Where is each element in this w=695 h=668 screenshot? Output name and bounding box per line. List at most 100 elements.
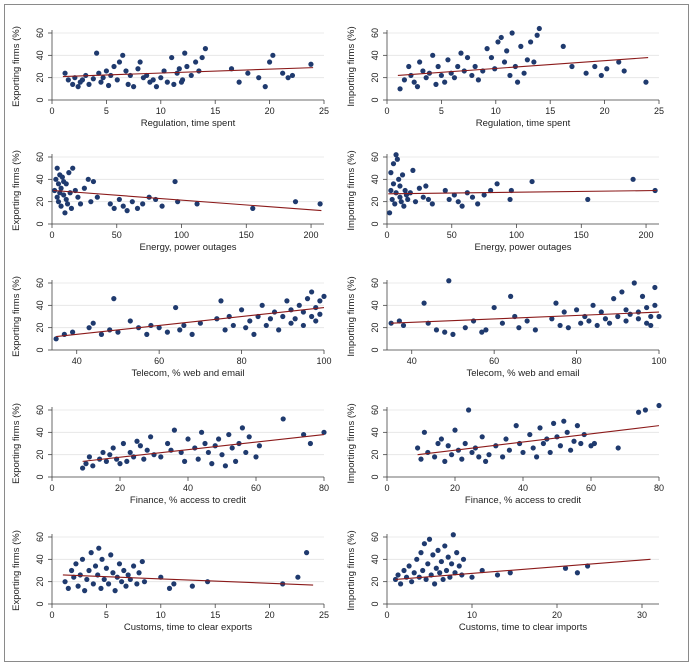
data-point xyxy=(185,436,191,442)
data-point xyxy=(401,77,408,83)
y-axis-title: Exporting firms (%) xyxy=(11,26,22,107)
y-tick-label: 60 xyxy=(370,278,380,288)
data-point xyxy=(144,447,150,453)
data-point xyxy=(65,585,71,591)
data-point xyxy=(469,574,475,580)
data-point xyxy=(236,79,242,85)
data-point xyxy=(58,185,64,191)
y-tick-label: 60 xyxy=(370,532,380,542)
data-point xyxy=(395,572,401,578)
data-point xyxy=(540,440,547,447)
data-point xyxy=(423,183,429,189)
data-point xyxy=(553,300,559,306)
data-point xyxy=(435,63,441,70)
data-point xyxy=(164,79,170,85)
data-point xyxy=(134,581,140,587)
fitted-line xyxy=(62,574,314,586)
data-point xyxy=(85,176,91,182)
data-point xyxy=(96,545,102,551)
data-point xyxy=(300,309,306,315)
data-point xyxy=(433,565,439,571)
data-point xyxy=(81,185,87,191)
data-point xyxy=(229,445,235,451)
data-point xyxy=(416,185,422,191)
data-point xyxy=(425,196,432,203)
data-point xyxy=(405,196,411,203)
data-point xyxy=(451,75,458,81)
y-tick-label: 60 xyxy=(35,152,45,162)
data-point xyxy=(479,434,485,440)
data-point xyxy=(63,181,69,187)
y-axis-title: Exporting firms (%) xyxy=(11,530,22,611)
data-point xyxy=(139,558,145,565)
y-tick-label: 40 xyxy=(35,554,45,564)
data-point xyxy=(590,302,596,308)
data-point xyxy=(449,452,455,458)
x-tick-label: 20 xyxy=(450,483,460,493)
data-point xyxy=(475,201,481,207)
data-point xyxy=(292,316,298,322)
data-point xyxy=(189,583,195,589)
y-tick-label: 0 xyxy=(370,601,380,606)
data-point xyxy=(557,443,564,449)
data-point xyxy=(524,57,530,63)
data-point xyxy=(125,81,131,87)
x-tick-label: 50 xyxy=(447,230,457,240)
data-point xyxy=(251,331,257,337)
data-point xyxy=(529,178,535,185)
data-point xyxy=(446,196,452,203)
y-tick-label: 20 xyxy=(370,323,380,333)
data-point xyxy=(90,581,96,587)
data-point xyxy=(178,449,184,456)
data-point xyxy=(140,201,146,207)
data-point xyxy=(107,327,113,333)
fitted-line xyxy=(391,311,660,324)
data-point xyxy=(583,70,589,76)
data-point xyxy=(652,284,658,291)
data-point xyxy=(528,39,534,45)
x-tick-label: 25 xyxy=(319,610,329,620)
data-point xyxy=(120,203,126,209)
data-point xyxy=(472,63,478,70)
data-point xyxy=(107,452,113,458)
data-point xyxy=(445,554,451,560)
data-point xyxy=(399,172,406,178)
data-point xyxy=(131,563,137,569)
data-point xyxy=(459,203,465,209)
y-tick-label: 60 xyxy=(35,405,45,415)
data-point xyxy=(82,588,88,594)
data-point xyxy=(115,329,121,335)
data-point xyxy=(503,436,509,442)
data-point xyxy=(77,201,84,207)
data-point xyxy=(417,59,423,65)
data-point xyxy=(432,581,438,587)
x-tick-label: 60 xyxy=(154,356,164,366)
data-point xyxy=(77,572,83,578)
data-point xyxy=(86,325,92,331)
y-tick-label: 0 xyxy=(35,601,45,606)
x-tick-label: 5 xyxy=(104,610,109,620)
x-tick-label: 100 xyxy=(651,356,666,366)
data-point xyxy=(245,70,251,76)
data-point xyxy=(317,298,323,304)
data-point xyxy=(656,313,662,320)
y-tick-label: 40 xyxy=(370,554,380,564)
y-tick-label: 60 xyxy=(35,532,45,542)
data-point xyxy=(412,199,419,205)
data-point xyxy=(321,293,327,299)
x-tick-label: 0 xyxy=(384,230,389,240)
data-point xyxy=(61,192,67,198)
data-point xyxy=(313,304,319,311)
data-point xyxy=(196,68,202,74)
data-point xyxy=(141,579,148,585)
data-point xyxy=(83,461,89,467)
data-point xyxy=(80,465,86,471)
x-tick-label: 100 xyxy=(174,230,189,240)
scatter-panel-2: 0 20 40 60 0 5 10 15 20 25 Regulation, time spent I… xyxy=(346,25,664,129)
x-tick-label: 80 xyxy=(654,483,664,493)
y-tick-label: 0 xyxy=(370,474,380,479)
data-point xyxy=(65,77,71,83)
data-point xyxy=(280,70,286,76)
data-point xyxy=(202,46,209,52)
